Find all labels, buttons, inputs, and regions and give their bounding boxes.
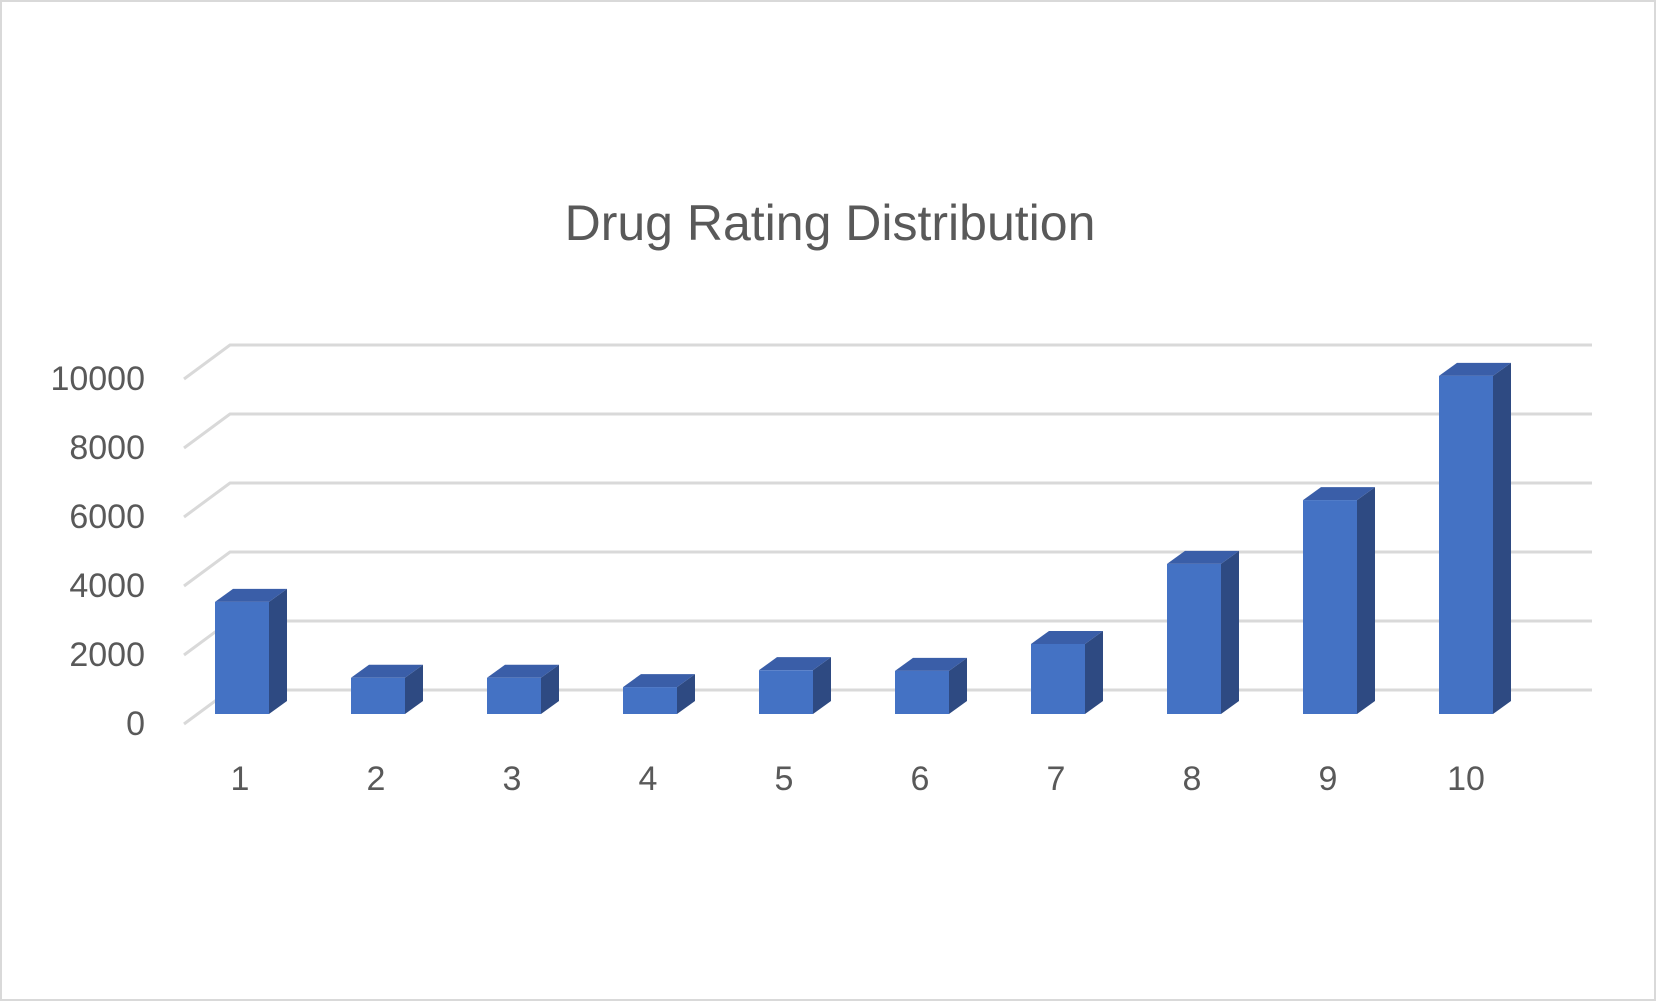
bar-front — [895, 670, 949, 714]
bar — [1031, 630, 1103, 714]
y-tick-label: 0 — [126, 705, 145, 743]
chart-title: Drug Rating Distribution — [564, 195, 1096, 251]
bar-front — [1303, 500, 1357, 714]
gridline — [183, 412, 1592, 450]
x-tick-label: 7 — [1047, 760, 1066, 798]
bar-top — [1439, 362, 1511, 376]
x-tick-label: 8 — [1183, 760, 1202, 798]
bars — [215, 362, 1511, 714]
bar-side — [677, 674, 695, 714]
bar-side — [813, 657, 831, 714]
bar-front — [623, 687, 677, 714]
bar-top — [351, 664, 423, 678]
bar-front — [215, 601, 269, 714]
bar-front — [1439, 375, 1493, 714]
bar-front — [1167, 563, 1221, 714]
y-axis-tick-labels: 0 2000 4000 6000 8000 10000 — [50, 360, 145, 743]
y-tick-label: 10000 — [50, 360, 145, 398]
bar — [895, 657, 967, 714]
bar — [1303, 487, 1375, 714]
x-axis-tick-labels: 1 2 3 4 5 6 7 8 9 10 — [231, 760, 1485, 798]
bar-top — [215, 588, 287, 602]
x-tick-label: 4 — [639, 760, 658, 798]
bar-front — [351, 677, 405, 714]
bar-front — [759, 670, 813, 714]
x-tick-label: 10 — [1447, 760, 1485, 798]
gridline — [183, 619, 1592, 657]
x-tick-label: 1 — [231, 760, 250, 798]
y-tick-label: 2000 — [69, 636, 145, 674]
bar-side — [541, 664, 559, 714]
bar-side — [1221, 550, 1239, 714]
gridline — [183, 343, 1592, 381]
bar — [623, 674, 695, 714]
bar-top — [895, 657, 967, 671]
bar-side — [949, 657, 967, 714]
bar-top — [1167, 550, 1239, 564]
x-tick-label: 2 — [367, 760, 386, 798]
bar-side — [1357, 487, 1375, 714]
bar-side — [405, 664, 423, 714]
bar — [351, 664, 423, 714]
bar-side — [269, 588, 287, 714]
bar-top — [1303, 487, 1375, 501]
bar-top — [623, 674, 695, 688]
bar-top — [487, 664, 559, 678]
bar-front — [1031, 643, 1085, 714]
bar-top — [1031, 630, 1103, 644]
bar — [487, 664, 559, 714]
y-tick-label: 6000 — [69, 498, 145, 536]
x-tick-label: 3 — [503, 760, 522, 798]
x-tick-label: 9 — [1319, 760, 1338, 798]
gridline — [183, 481, 1592, 519]
gridline — [183, 550, 1592, 588]
bar — [215, 588, 287, 714]
bar-top — [759, 657, 831, 671]
bar — [1439, 362, 1511, 714]
y-tick-label: 8000 — [69, 429, 145, 467]
bar — [759, 657, 831, 714]
bar-front — [487, 677, 541, 714]
bar-side — [1493, 362, 1511, 714]
y-tick-label: 4000 — [69, 567, 145, 605]
bar — [1167, 550, 1239, 714]
bar-side — [1085, 630, 1103, 714]
x-tick-label: 6 — [911, 760, 930, 798]
x-tick-label: 5 — [775, 760, 794, 798]
